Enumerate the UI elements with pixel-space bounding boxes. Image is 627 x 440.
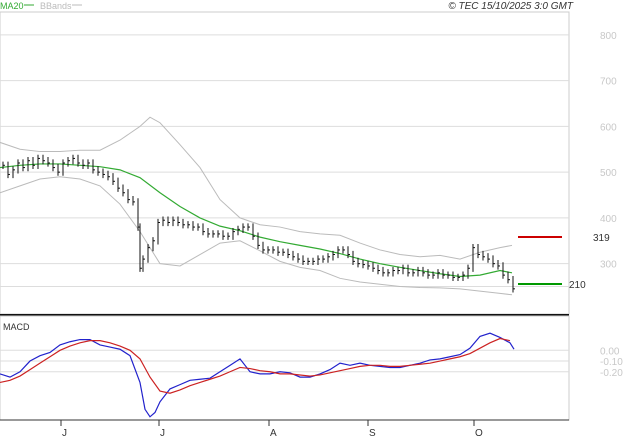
- macd-panel-frame: [0, 315, 570, 421]
- macd-label: MACD: [3, 322, 30, 332]
- resistance-level: 319: [518, 233, 610, 244]
- price-y-tick-labels: 800 700 600 500 400 300: [600, 31, 617, 271]
- resistance-label: 319: [593, 233, 610, 244]
- price-y-tick-label: 500: [600, 168, 617, 179]
- ma20-line: [0, 163, 513, 278]
- macd-y-tick-label: -0.20: [600, 368, 623, 379]
- macd-line: [0, 332, 515, 418]
- price-y-tick-label: 800: [600, 31, 617, 42]
- month-label: O: [475, 428, 483, 439]
- signal-line: [0, 337, 511, 394]
- price-bars: [2, 154, 515, 293]
- right-axis-background: [569, 0, 627, 440]
- support-label: 210: [569, 280, 586, 291]
- macd-panel: 0.00-0.10-0.20 MACD: [0, 315, 623, 421]
- month-label: S: [369, 428, 376, 439]
- legend-ma-label: MA20: [0, 1, 24, 11]
- macd-y-tick-labels: 0.00-0.10-0.20: [600, 346, 623, 378]
- month-label: J: [160, 428, 165, 439]
- panel-separator: [0, 314, 569, 316]
- month-label: J: [62, 428, 67, 439]
- price-series-lines: [0, 116, 513, 296]
- legend-bb-label: BBands: [40, 1, 72, 11]
- price-y-tick-label: 400: [600, 214, 617, 225]
- price-y-tick-label: 700: [600, 77, 617, 88]
- macd-gridlines: [0, 349, 569, 373]
- price-gridlines: [0, 34, 569, 288]
- bband-line: [0, 116, 513, 260]
- price-panel-frame: [0, 11, 570, 315]
- bband-line: [0, 176, 513, 296]
- price-y-tick-label: 300: [600, 260, 617, 271]
- legend: MA20 BBands: [0, 1, 82, 11]
- price-y-tick-label: 600: [600, 122, 617, 133]
- month-label: A: [270, 428, 277, 439]
- macd-y-tick-label: 0.00: [600, 346, 620, 357]
- macd-y-tick-label: -0.10: [600, 357, 623, 368]
- price-panel: 800 700 600 500 400 300: [0, 11, 617, 315]
- macd-series-lines: [0, 332, 515, 418]
- support-level: 210: [518, 280, 586, 291]
- copyright-timestamp: © TEC 15/10/2025 3:0 GMT: [448, 1, 574, 12]
